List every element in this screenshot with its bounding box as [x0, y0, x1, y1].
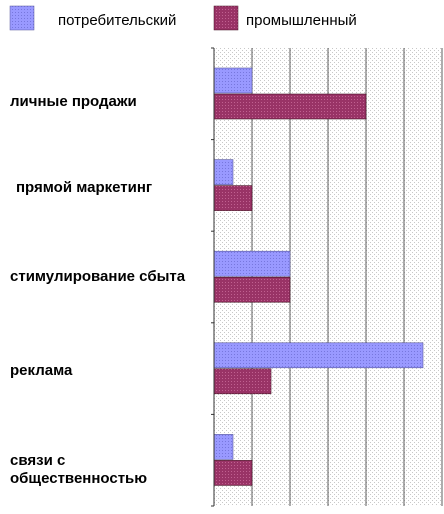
bar-0-1: [213, 159, 234, 185]
bar-1-3: [213, 368, 272, 395]
plot-area: [211, 47, 443, 507]
bars: [213, 67, 424, 486]
legend-label-0: потребительский: [58, 12, 176, 29]
legend-swatch-1: [213, 5, 239, 31]
legend-label-1: промышленный: [246, 12, 357, 29]
category-axis-ticks: [211, 47, 214, 507]
bar-1-0: [213, 93, 367, 120]
bar-1-2: [213, 276, 291, 303]
category-label-1: прямой маркетинг: [16, 179, 152, 196]
bar-0-2: [213, 250, 291, 277]
category-label-4: связи с общественностью: [10, 452, 147, 487]
category-label-3: реклама: [10, 362, 73, 379]
bar-0-3: [213, 342, 424, 369]
bar-1-4: [213, 460, 253, 486]
bar-0-0: [213, 67, 253, 94]
bar-1-1: [213, 185, 253, 211]
legend: потребительский промышленный: [9, 5, 357, 31]
legend-swatch-0: [9, 5, 35, 31]
category-label-0: личные продажи: [10, 93, 137, 110]
bar-0-4: [213, 434, 234, 460]
category-labels: личные продажи прямой маркетинг стимулир…: [10, 93, 186, 487]
category-label-2: стимулирование сбыта: [10, 268, 186, 285]
